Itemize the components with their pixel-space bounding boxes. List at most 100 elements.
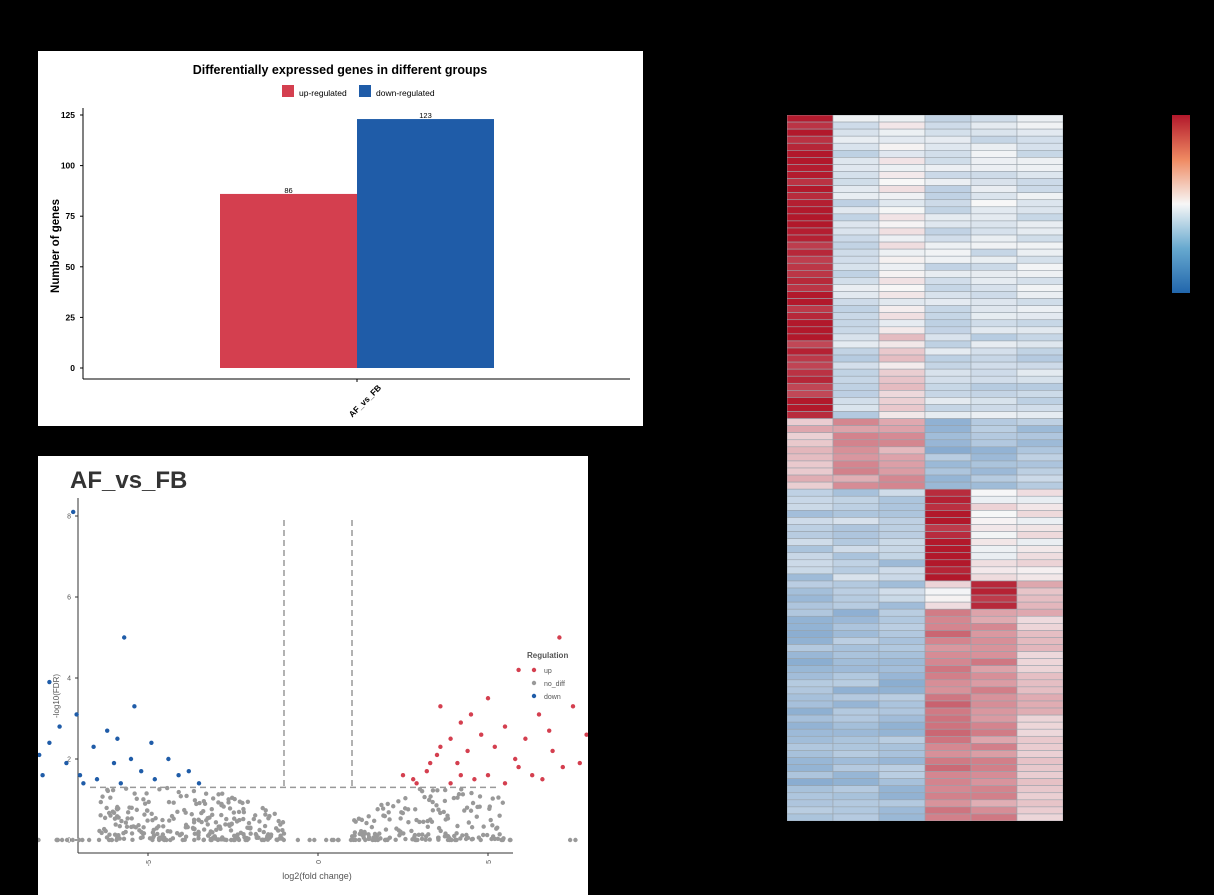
heatmap-cell [970,623,1018,631]
volcano-point-no-diff [223,822,228,827]
heatmap-cell [924,594,972,603]
volcano-point-no-diff [209,806,214,812]
volcano-point-no-diff [430,788,436,793]
heatmap-cell [787,171,834,179]
heatmap-cell [970,171,1018,179]
heatmap-cell [970,206,1018,215]
volcano-point-no-diff [80,837,85,843]
heatmap-cell [832,305,880,313]
volcano-point-no-diff [363,837,368,843]
volcano-point-no-diff [201,837,206,843]
volcano-title: AF_vs_FB [70,467,187,494]
heatmap-cell [1016,432,1063,441]
heatmap-cell [832,418,880,426]
heatmap-cell [970,714,1018,723]
heatmap-cell [970,524,1018,532]
heatmap-cell [832,142,880,151]
heatmap-cell [878,425,926,434]
heatmap-cell [1016,813,1063,821]
volcano-point-no-diff [366,836,371,842]
heatmap-cell [832,432,880,441]
volcano-legend-title: Regulation [527,651,568,660]
volcano-point-no-diff [189,812,194,817]
heatmap-cell [832,390,880,398]
heatmap-cell [970,453,1018,462]
heatmap-cell [832,128,880,137]
volcano-point-no-diff [228,828,234,833]
heatmap-cell [924,262,972,271]
volcano-point-no-diff [241,816,246,822]
volcano-point-no-diff [232,796,237,802]
volcano-point-no-diff [272,811,277,816]
heatmap-cell [924,439,972,448]
heatmap-cell [924,707,972,716]
heatmap-cell [970,615,1018,624]
volcano-point-no-diff [202,801,208,807]
heatmap-cell [878,665,926,674]
heatmap-cell [878,813,926,821]
heatmap-cell [787,566,834,575]
volcano-point-no-diff [231,816,237,821]
heatmap-cell [832,284,880,292]
heatmap-cell [787,608,834,617]
heatmap-cell [787,615,834,624]
volcano-point-down [94,777,100,782]
volcano-point-no-diff [231,810,237,815]
volcano-y-tick-label: 4 [67,676,71,683]
heatmap-cell [832,750,880,758]
heatmap-cell [832,277,880,285]
volcano-point-down [149,740,154,745]
heatmap-cell [924,792,972,801]
heatmap-cell [787,411,834,419]
volcano-point-up [502,724,508,729]
heatmap-cell [878,644,926,652]
heatmap-cell [878,651,926,659]
heatmap-cell [1016,418,1063,426]
heatmap-cell [924,538,972,546]
bar-chart-title: Differentially expressed genes in differ… [193,63,488,77]
heatmap-cell [878,608,926,617]
heatmap-cell [787,425,834,434]
heatmap-cell [1016,291,1063,299]
heatmap-cell [787,517,834,525]
heatmap-cell [1016,185,1063,193]
heatmap-cell [787,234,834,243]
volcano-point-no-diff [253,813,258,818]
heatmap-cell [878,347,926,356]
heatmap-cell [1016,368,1063,377]
volcano-point-no-diff [366,832,371,837]
heatmap-cell [924,192,972,201]
volcano-point-up [458,773,463,778]
volcano-point-no-diff [243,837,248,843]
heatmap-cell [970,142,1018,151]
bar-down-regulated [357,119,494,368]
volcano-point-no-diff [205,833,211,838]
heatmap-cell [1016,651,1063,659]
heatmap-cell [970,700,1018,709]
heatmap-cell [1016,171,1063,179]
heatmap-cell [970,743,1018,751]
heatmap-cell [878,601,926,610]
heatmap-cell [970,502,1018,511]
heatmap-cell [970,270,1018,278]
volcano-point-no-diff [402,806,408,811]
heatmap-cell [787,771,834,779]
heatmap-cell [832,721,880,730]
volcano-point-no-diff [477,794,483,799]
volcano-point-no-diff [385,801,390,807]
heatmap-cell [878,213,926,222]
heatmap-cell [787,404,834,412]
heatmap-cell [878,806,926,815]
heatmap-cell [970,665,1018,674]
heatmap-cell [878,248,926,257]
heatmap-cell [1016,382,1063,391]
heatmap-cell [878,778,926,787]
volcano-point-no-diff [353,837,358,843]
heatmap-cell [924,531,972,539]
heatmap-cell [924,510,972,518]
heatmap-cell [1016,637,1063,645]
heatmap-cell [1016,241,1063,250]
heatmap-cell [878,361,926,370]
heatmap-cell [970,679,1018,688]
heatmap-cell [832,799,880,808]
